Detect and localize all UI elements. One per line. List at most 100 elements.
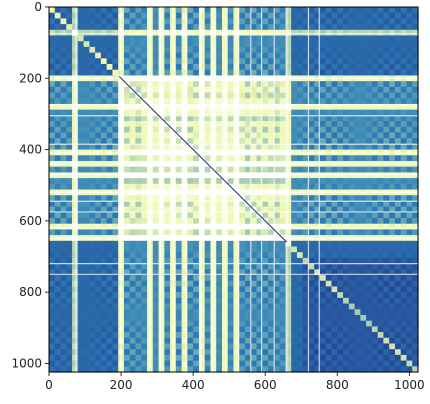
- heatmap-cell: [348, 126, 356, 134]
- heatmap-cell: [72, 172, 79, 179]
- heatmap-cell: [66, 354, 73, 362]
- heatmap-cell: [152, 332, 160, 339]
- heatmap-cell: [239, 103, 246, 111]
- heatmap-cell: [400, 41, 408, 48]
- heatmap-cell: [360, 314, 367, 322]
- heatmap-cell: [383, 212, 390, 219]
- heatmap-cell: [337, 297, 344, 305]
- heatmap-cell: [348, 280, 356, 288]
- heatmap-cell: [181, 143, 188, 151]
- heatmap-cell: [193, 121, 200, 128]
- heatmap-cell: [54, 326, 62, 333]
- heatmap-cell: [112, 303, 119, 310]
- heatmap-cell: [406, 178, 413, 185]
- heatmap-cell: [100, 41, 108, 48]
- heatmap-cell: [204, 92, 212, 99]
- heatmap-cell: [60, 64, 67, 71]
- heatmap-cell: [141, 35, 148, 42]
- heatmap-cell: [129, 115, 137, 122]
- heatmap-cell: [343, 223, 350, 231]
- heatmap-cell: [175, 126, 183, 134]
- heatmap-cell: [227, 212, 235, 219]
- heatmap-cell: [268, 320, 275, 327]
- heatmap-cell: [400, 343, 408, 350]
- heatmap-cell: [337, 121, 344, 128]
- heatmap-cell: [193, 183, 200, 191]
- heatmap-cell: [279, 275, 286, 282]
- heatmap-cell: [245, 18, 252, 25]
- heatmap-cell: [66, 103, 73, 111]
- heatmap-cell: [366, 286, 373, 293]
- heatmap-cell: [348, 275, 356, 282]
- heatmap-cell: [83, 81, 90, 88]
- heatmap-cell: [325, 326, 333, 333]
- heatmap-cell: [348, 303, 356, 310]
- heatmap-cell: [100, 109, 108, 116]
- heatmap-cell: [302, 240, 310, 248]
- heatmap-cell: [348, 343, 356, 350]
- heatmap-cell: [389, 41, 396, 48]
- heatmap-cell: [210, 303, 217, 310]
- heatmap-cell: [273, 297, 281, 305]
- heatmap-cell: [256, 92, 263, 99]
- heatmap-cell: [371, 103, 379, 111]
- heatmap-cell: [193, 29, 200, 37]
- heatmap-cell: [279, 143, 286, 151]
- heatmap-cell: [389, 69, 396, 77]
- heatmap-cell: [383, 166, 390, 173]
- heatmap-cell: [394, 12, 402, 19]
- heatmap-cell: [256, 81, 263, 88]
- heatmap-cell: [302, 343, 310, 350]
- heatmap-cell: [49, 269, 56, 276]
- heatmap-cell: [164, 46, 171, 54]
- heatmap-cell: [250, 166, 258, 173]
- heatmap-cell: [49, 240, 56, 248]
- heatmap-cell: [337, 269, 344, 276]
- heatmap-cell: [112, 7, 119, 14]
- heatmap-cell: [100, 309, 108, 316]
- heatmap-cell: [198, 286, 206, 293]
- heatmap-cell: [152, 115, 160, 122]
- heatmap-cell: [66, 41, 73, 48]
- heatmap-cell: [319, 292, 327, 299]
- heatmap-cell: [187, 366, 194, 373]
- heatmap-cell: [348, 332, 356, 339]
- heatmap-cell: [268, 314, 275, 322]
- heatmap-cell: [106, 354, 114, 362]
- heatmap-cell: [348, 326, 356, 333]
- heatmap-cell: [158, 52, 165, 59]
- heatmap-cell: [343, 343, 350, 350]
- heatmap-cell: [296, 12, 304, 19]
- heatmap-cell: [129, 360, 137, 367]
- heatmap-cell: [245, 86, 252, 94]
- heatmap-cell: [366, 7, 373, 14]
- heatmap-cell: [406, 286, 413, 293]
- heatmap-cell: [83, 109, 90, 116]
- heatmap-cell: [314, 18, 321, 25]
- heatmap-cell: [239, 275, 246, 282]
- heatmap-cell: [198, 269, 206, 276]
- heatmap-cell: [54, 155, 62, 162]
- heatmap-cell: [389, 326, 396, 333]
- heatmap-cell: [354, 263, 361, 270]
- heatmap-cell: [100, 314, 108, 322]
- heatmap-cell: [204, 303, 212, 310]
- heatmap-cell: [279, 286, 286, 293]
- heatmap-cell: [308, 343, 315, 350]
- heatmap-cell: [193, 35, 200, 42]
- heatmap-cell: [135, 320, 142, 327]
- heatmap-cell: [279, 223, 286, 231]
- heatmap-cell: [348, 138, 356, 145]
- heatmap-cell: [49, 52, 56, 59]
- heatmap-cell: [83, 98, 90, 105]
- heatmap-cell: [273, 292, 281, 299]
- heatmap-cell: [216, 132, 223, 139]
- heatmap-cell: [49, 132, 56, 139]
- heatmap-cell: [343, 183, 350, 191]
- heatmap-cell: [187, 257, 194, 265]
- heatmap-cell: [193, 309, 200, 316]
- heatmap-cell: [72, 332, 79, 339]
- heatmap-cell: [216, 143, 223, 151]
- heatmap-cell: [273, 12, 281, 19]
- heatmap-cell: [89, 58, 96, 65]
